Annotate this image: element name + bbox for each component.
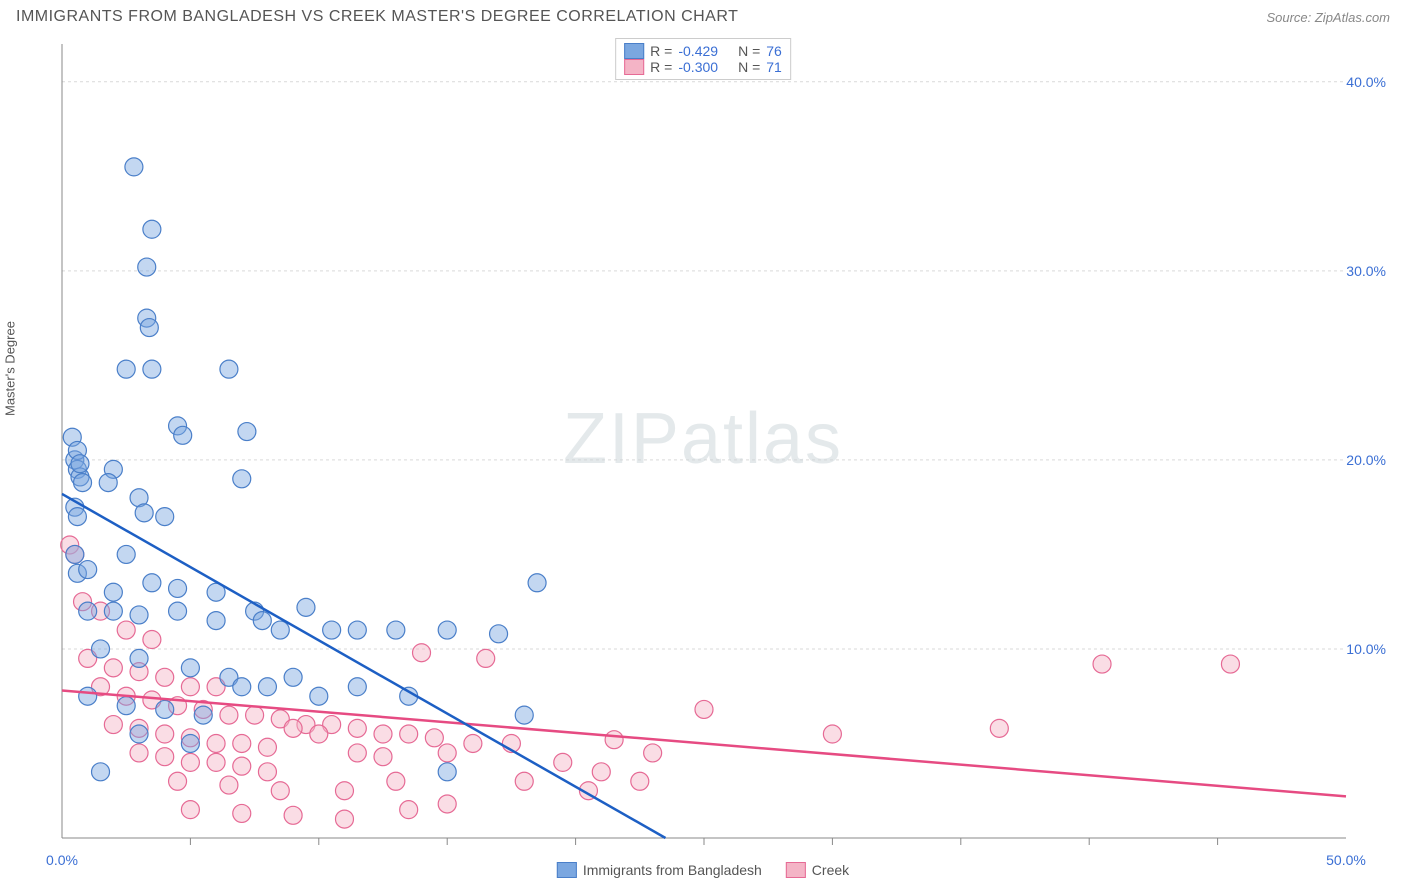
legend-stats-series2: R = -0.300 N = 71 bbox=[624, 59, 782, 75]
y-tick-label: 30.0% bbox=[1346, 263, 1386, 279]
x-tick-label: 0.0% bbox=[46, 852, 78, 868]
legend-series1: Immigrants from Bangladesh bbox=[557, 862, 762, 878]
legend-stats: R = -0.429 N = 76 R = -0.300 N = 71 bbox=[615, 38, 791, 80]
legend-series2: Creek bbox=[786, 862, 849, 878]
scatter-plot bbox=[16, 36, 1390, 876]
chart-source: Source: ZipAtlas.com bbox=[1266, 10, 1390, 25]
y-axis-label: Master's Degree bbox=[3, 321, 18, 416]
x-tick-label: 50.0% bbox=[1326, 852, 1366, 868]
y-tick-label: 40.0% bbox=[1346, 74, 1386, 90]
legend-series: Immigrants from Bangladesh Creek bbox=[557, 862, 849, 878]
chart-area: Master's Degree ZIPatlas R = -0.429 N = … bbox=[16, 36, 1390, 876]
chart-title: IMMIGRANTS FROM BANGLADESH VS CREEK MAST… bbox=[16, 8, 738, 26]
legend-stats-series1: R = -0.429 N = 76 bbox=[624, 43, 782, 59]
y-tick-label: 20.0% bbox=[1346, 452, 1386, 468]
y-tick-label: 10.0% bbox=[1346, 641, 1386, 657]
